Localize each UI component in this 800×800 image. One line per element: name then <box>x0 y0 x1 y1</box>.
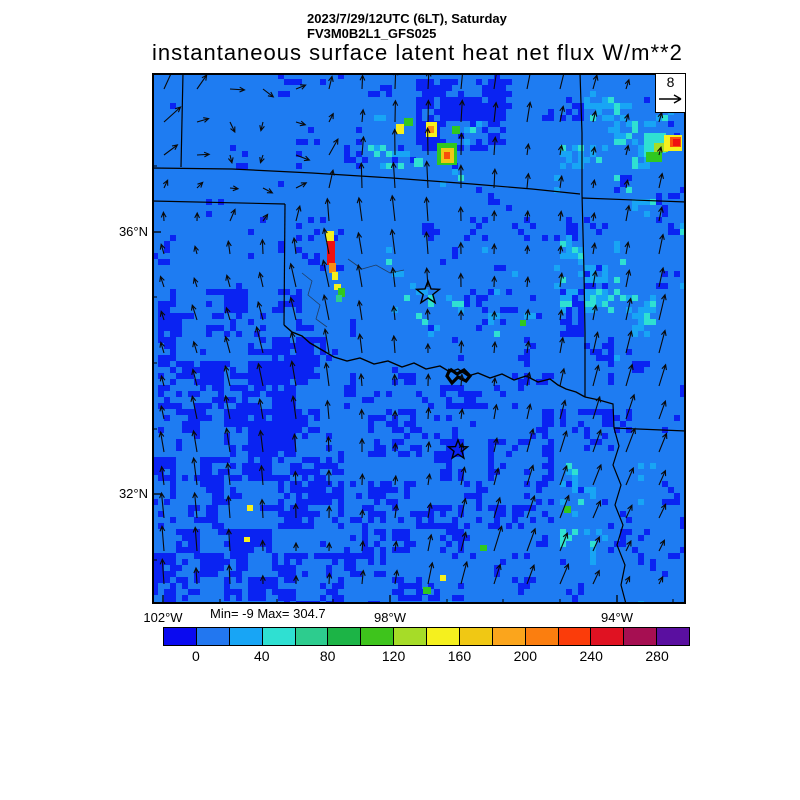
colorbar-cell <box>229 628 263 645</box>
colorbar-cell <box>624 628 658 645</box>
river-lines <box>283 258 586 398</box>
colorbar-cell <box>427 628 460 645</box>
reference-vector-arrow-icon <box>659 94 682 104</box>
colorbar-tick-label: 160 <box>447 648 472 664</box>
lon-tick-label: 94°W <box>601 610 633 625</box>
model-run-title: FV3M0B2L1_GFS025 <box>307 26 437 41</box>
lake-texoma <box>445 367 473 386</box>
city-star-marker <box>446 438 470 460</box>
colorbar-tick-label: 200 <box>513 648 537 664</box>
lat-tick-label: 32°N <box>118 486 148 501</box>
flux-hotspots <box>244 118 682 594</box>
datetime-title: 2023/7/29/12UTC (6LT), Saturday <box>307 11 507 26</box>
plot-title: instantaneous surface latent heat net fl… <box>152 40 683 65</box>
colorbar-cell <box>164 628 197 645</box>
colorbar-cell <box>361 628 395 645</box>
colorbar-cell <box>394 628 427 645</box>
colorbar-tick-label: 0 <box>192 648 200 664</box>
colorbar-tick-label: 240 <box>579 648 603 664</box>
colorbar-cell <box>295 628 329 645</box>
colorbar-tick-label: 120 <box>381 648 406 664</box>
colorbar-cell <box>591 628 625 645</box>
colorbar-tick-label: 280 <box>645 648 669 664</box>
red-river <box>283 324 586 398</box>
colorbar-cell <box>492 628 526 645</box>
lon-tick-label: 98°W <box>374 610 406 625</box>
colorbar-tick-label: 80 <box>319 648 336 664</box>
state-borders <box>152 73 686 604</box>
wind-arrows <box>158 73 668 585</box>
colorbar-cell <box>558 628 592 645</box>
minmax-stats: Min= -9 Max= 304.7 <box>210 606 326 621</box>
colorbar-tick-label: 40 <box>254 648 270 664</box>
lat-tick-label: 36°N <box>118 224 148 239</box>
colorbar-cell <box>196 628 230 645</box>
colorbar-cell <box>657 628 689 645</box>
colorbar-cell <box>459 628 493 645</box>
map-frame <box>152 73 686 604</box>
colorbar-cell <box>525 628 559 645</box>
reference-vector-value: 8 <box>666 74 675 90</box>
city-star-marker <box>414 279 442 305</box>
colorbar-cell <box>262 628 296 645</box>
colorbar <box>163 627 690 646</box>
lon-tick-label: 102°W <box>143 610 183 625</box>
colorbar-cell <box>328 628 362 645</box>
flux-field-map <box>152 73 686 604</box>
reference-vector-box: 8 <box>655 73 686 113</box>
map-plot-area: 8 <box>152 73 686 604</box>
